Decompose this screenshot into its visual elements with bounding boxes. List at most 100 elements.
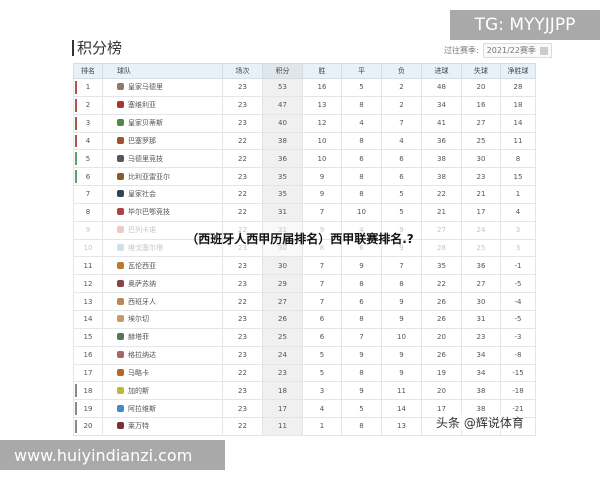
- team-value: 阿拉维斯: [128, 404, 156, 413]
- points-value: 29: [278, 279, 287, 288]
- played-value: 23: [238, 404, 247, 413]
- rank-cell: 14: [73, 309, 103, 329]
- drawn-value: 8: [359, 136, 364, 145]
- column-header[interactable]: 进球: [421, 63, 462, 79]
- drawn-cell: 6: [341, 149, 382, 169]
- goals-against-value: 38: [476, 404, 486, 413]
- played-cell: 22: [222, 417, 263, 436]
- goals-for-value: 17: [437, 404, 446, 413]
- team-value: 巴塞罗那: [128, 136, 156, 145]
- table-row[interactable]: 3 皇家贝蒂斯 23 40 12 4 7 41 27 14: [73, 113, 536, 133]
- column-header[interactable]: 胜: [302, 63, 342, 79]
- goals-against-cell: 38: [461, 381, 501, 401]
- won-value: 7: [319, 261, 325, 270]
- team-value: 莱万特: [128, 422, 149, 431]
- team-value: 维戈塞尔塔: [128, 244, 163, 253]
- table-row[interactable]: 12 奥萨苏纳 23 29 7 8 8 22 27 -5: [73, 274, 536, 294]
- won-value: 3: [319, 386, 325, 395]
- points-cell: 47: [262, 95, 303, 115]
- team-logo-icon: [117, 368, 124, 376]
- drawn-value: 8: [359, 315, 364, 324]
- rank-value: 6: [85, 172, 91, 181]
- table-row[interactable]: 8 毕尔巴鄂竞技 22 31 7 10 5 21 17 4: [73, 202, 536, 222]
- goals-against-value: 21: [476, 190, 486, 199]
- team-value: 西班牙人: [128, 297, 156, 306]
- points-cell: 30: [262, 256, 303, 276]
- goals-against-value: 23: [476, 172, 486, 181]
- column-header[interactable]: 球队: [102, 63, 223, 79]
- played-value: 23: [238, 101, 247, 110]
- season-dropdown[interactable]: 2021/22赛季: [482, 43, 552, 58]
- rank-cell: 7: [73, 185, 103, 204]
- goals-for-cell: 26: [421, 292, 462, 311]
- team-value: 皇家马德里: [128, 83, 163, 92]
- goals-for-cell: 36: [421, 131, 462, 151]
- drawn-cell: 8: [341, 417, 382, 436]
- table-row[interactable]: 10 维戈塞尔塔 23 30 8 6 9 28 25 3: [73, 238, 536, 258]
- goals-for-value: 34: [437, 101, 446, 110]
- table-row[interactable]: 20 莱万特 22 11 1 8 13: [73, 417, 536, 436]
- goals-for-cell: 38: [421, 167, 462, 187]
- column-header[interactable]: 平: [341, 63, 382, 79]
- goals-for-value: 26: [437, 315, 446, 324]
- table-row[interactable]: 6 比利亚雷亚尔 23 35 9 8 6 38 23 15: [73, 167, 536, 187]
- points-value: 24: [278, 351, 287, 360]
- played-cell: 22: [222, 149, 263, 169]
- lost-value: 13: [397, 422, 406, 431]
- rank-value: 10: [83, 244, 93, 253]
- lost-cell: 5: [381, 202, 422, 222]
- goals-for-value: 26: [437, 297, 446, 306]
- table-row[interactable]: 17 马略卡 22 23 5 8 9 19 34 -15: [73, 363, 536, 383]
- rank-cell: 11: [73, 256, 103, 276]
- played-cell: 22: [222, 131, 263, 151]
- rank-cell: 13: [73, 292, 103, 311]
- table-row[interactable]: 11 瓦伦西亚 23 30 7 9 7 35 36 -1: [73, 256, 536, 276]
- goal-diff-cell: -18: [500, 381, 536, 401]
- url-watermark: www.huiyindianzi.com: [0, 440, 225, 470]
- played-cell: 23: [222, 274, 263, 294]
- goals-for-cell: 22: [421, 274, 462, 294]
- points-value: 38: [278, 136, 287, 145]
- table-row[interactable]: 1 皇家马德里 23 53 16 5 2 48 20 28: [73, 78, 536, 97]
- lost-cell: 14: [381, 399, 422, 419]
- points-cell: 31: [262, 202, 303, 222]
- column-header[interactable]: 失球: [461, 63, 501, 79]
- table-row[interactable]: 13 西班牙人 22 27 7 6 9 26 30 -4: [73, 292, 536, 311]
- team-logo-icon: [117, 172, 124, 180]
- points-value: 18: [278, 386, 287, 395]
- table-row[interactable]: 18 加的斯 23 18 3 9 11 20 38 -18: [73, 381, 536, 401]
- lost-cell: 11: [381, 381, 422, 401]
- points-cell: 23: [262, 363, 303, 383]
- table-row[interactable]: 19 阿拉维斯 23 17 4 5 14 17 38 -21: [73, 399, 536, 419]
- table-row[interactable]: 16 格拉纳达 23 24 5 9 9 26 34 -8: [73, 345, 536, 365]
- team-cell: 格拉纳达: [102, 345, 223, 365]
- lost-value: 9: [399, 315, 404, 324]
- table-row[interactable]: 7 皇家社会 22 35 9 8 5 22 21 1: [73, 185, 536, 204]
- goals-for-cell: 21: [421, 202, 462, 222]
- goals-against-cell: 36: [461, 256, 501, 276]
- drawn-cell: 8: [341, 185, 382, 204]
- column-header[interactable]: 净胜球: [500, 63, 536, 79]
- goal-diff-cell: -8: [500, 345, 536, 365]
- lost-value: 6: [399, 154, 404, 163]
- table-row[interactable]: 15 赫塔菲 23 25 6 7 10 20 23 -3: [73, 327, 536, 347]
- team-logo-icon: [117, 422, 124, 430]
- goal-diff-cell: 28: [500, 78, 536, 97]
- rank-value: 13: [83, 297, 93, 306]
- team-cell: 奥萨苏纳: [102, 274, 223, 294]
- column-header[interactable]: 场次: [222, 63, 263, 79]
- rank-cell: 8: [73, 202, 103, 222]
- table-row[interactable]: 14 埃尔切 23 26 6 8 9 26 31 -5: [73, 309, 536, 329]
- points-cell: 29: [262, 274, 303, 294]
- goal-diff-value: 4: [515, 208, 521, 217]
- table-row[interactable]: 4 巴塞罗那 22 38 10 8 4 36 25 11: [73, 131, 536, 151]
- goals-for-value: 19: [437, 368, 446, 377]
- rank-cell: 12: [73, 274, 103, 294]
- table-row[interactable]: 5 马德里竞技 22 36 10 6 6 38 30 8: [73, 149, 536, 169]
- table-row[interactable]: 2 塞维利亚 23 47 13 8 2 34 16 18: [73, 95, 536, 115]
- column-header[interactable]: 排名: [73, 63, 103, 79]
- column-header[interactable]: 积分: [262, 63, 303, 79]
- column-header[interactable]: 负: [381, 63, 422, 79]
- goals-against-value: 20: [476, 83, 486, 92]
- lost-value: 6: [399, 172, 404, 181]
